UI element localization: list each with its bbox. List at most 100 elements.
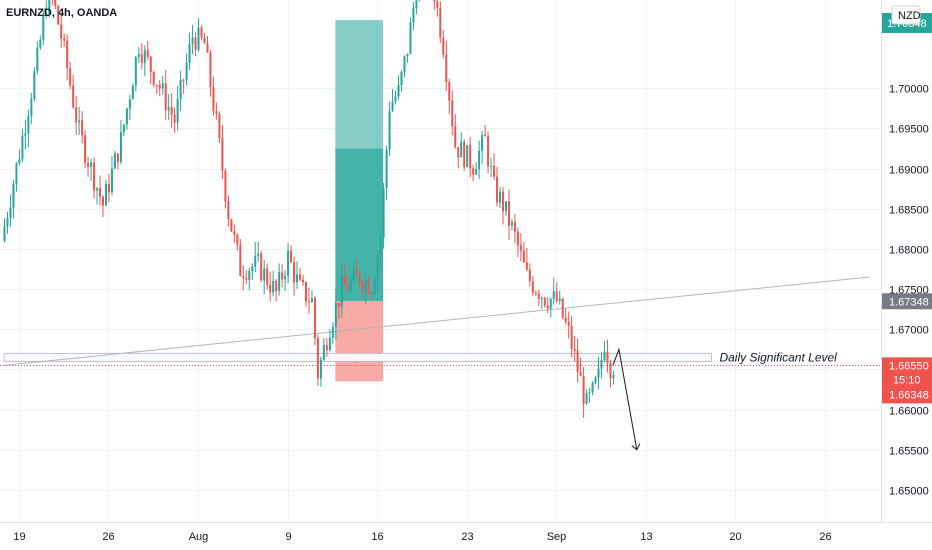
x-tick-label: Sep [547,531,567,543]
candle [278,263,281,296]
candle [75,96,78,135]
candle [212,76,215,116]
candle [409,17,412,55]
symbol-legend[interactable]: EURNZD, 4h, OANDA [6,7,117,19]
candle [194,32,197,57]
candle [96,186,99,205]
candle [513,214,516,244]
candle [343,263,346,286]
x-tick-label: Aug [189,531,209,543]
gray-price-tag-text: 1.67348 [889,296,929,308]
candle [36,41,39,75]
candle [328,329,331,352]
time-axis[interactable] [0,522,932,550]
current-price-tag-text: 1.66550 [889,360,929,372]
y-tick-label: 1.65500 [889,446,929,458]
candle [376,250,379,291]
candle [576,338,579,383]
candle [90,158,93,181]
candle [122,123,125,137]
candle [93,157,96,199]
candle [475,161,478,175]
candle [87,157,90,177]
x-tick-label: 19 [13,531,25,543]
zone-rect [3,352,712,362]
candle [60,14,63,48]
x-tick-label: 13 [640,531,652,543]
candle [191,24,194,55]
candle [137,47,140,64]
zone-label[interactable]: Daily Significant Level [719,350,837,364]
candle [582,366,585,418]
arrow-head-icon [631,443,641,451]
candle [355,259,358,275]
y-tick-label: 1.65000 [889,486,929,498]
candle [99,175,102,206]
candle [406,53,409,63]
candle [84,130,87,168]
candle [218,111,221,144]
candle [245,270,248,284]
x-tick-label: 23 [461,531,473,543]
candle [21,128,24,162]
candle [442,30,445,59]
candle [490,157,493,178]
candle [439,1,442,44]
candle [42,9,45,45]
candle [104,180,107,206]
candle [257,241,260,262]
candle [254,242,257,273]
candle [293,256,296,296]
candle [573,335,576,362]
candle [299,268,302,281]
candle [33,67,36,102]
candle [275,279,278,302]
y-tick-label: 1.67000 [889,325,929,337]
currency-button[interactable] [891,5,921,25]
candle [200,25,203,41]
candle [528,263,531,287]
currency-button-label[interactable]: NZD [898,10,921,22]
candle [325,338,328,357]
candle [39,35,42,50]
candle [412,1,415,31]
y-tick-label: 1.66000 [889,406,929,418]
candle [445,40,448,91]
y-tick-label: 1.68000 [889,245,929,257]
candle [188,32,191,71]
candle [269,271,272,302]
candle [346,276,349,291]
candle [579,357,582,377]
candle [436,0,439,17]
candle [501,187,504,225]
candle [525,247,528,272]
candle [585,389,588,405]
candle [30,92,33,125]
candle [107,173,110,203]
candle [388,101,391,156]
candle [3,218,6,243]
projection-arrow[interactable] [612,347,638,450]
candle [119,119,122,165]
candle [149,55,152,85]
candle [540,296,543,309]
trendline[interactable] [3,276,870,366]
candle [564,308,567,325]
candle [481,130,484,164]
candle [57,4,60,26]
candle [78,107,81,135]
candle [597,356,600,390]
daily-significant-level-zone[interactable] [3,352,712,362]
long-position-tool[interactable] [335,20,384,382]
candle [206,36,209,53]
candle [570,316,573,358]
candle [54,0,57,10]
price-axis[interactable] [882,0,932,550]
candle [185,53,188,86]
candle [379,230,382,269]
candle [167,93,170,120]
candle [546,296,549,314]
candle [173,107,176,133]
candle [370,291,373,299]
